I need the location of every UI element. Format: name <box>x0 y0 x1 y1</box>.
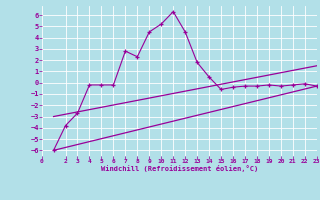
X-axis label: Windchill (Refroidissement éolien,°C): Windchill (Refroidissement éolien,°C) <box>100 165 258 172</box>
